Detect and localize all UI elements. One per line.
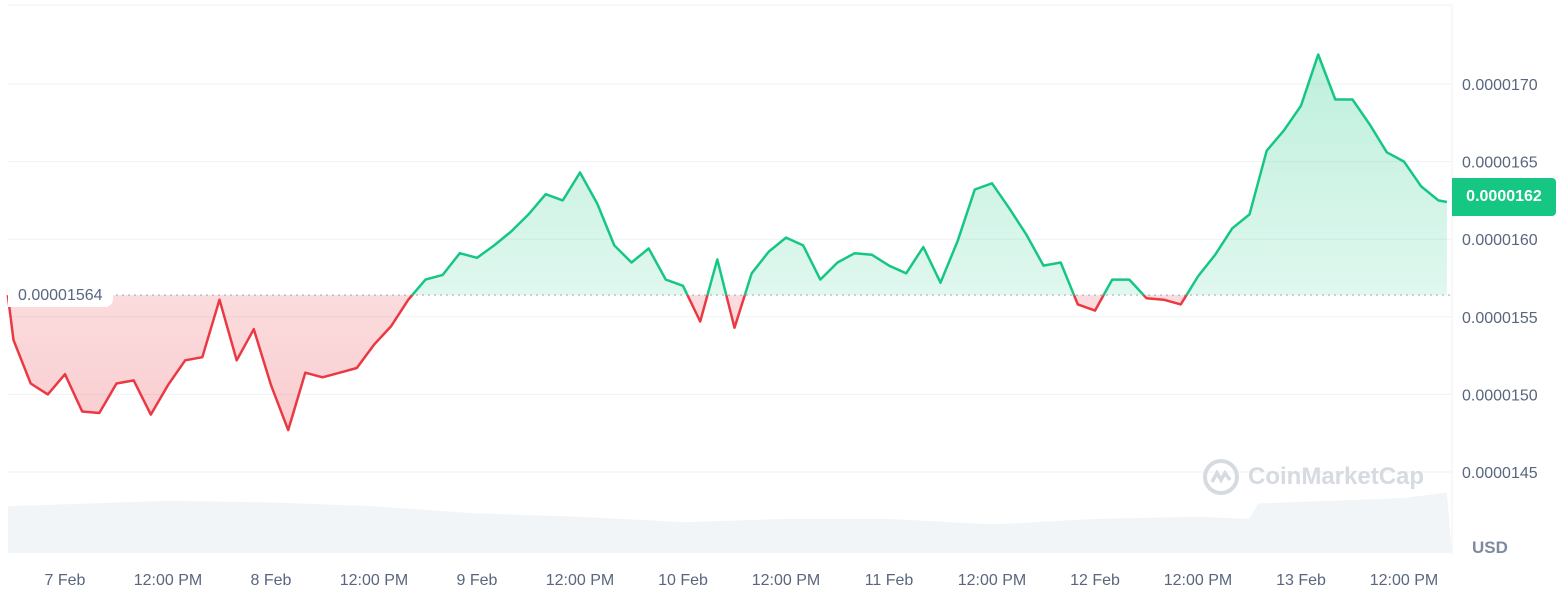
y-tick-label: 0.0000150 <box>1462 387 1538 404</box>
x-tick-label: 12:00 PM <box>958 572 1026 589</box>
x-tick-label: 12:00 PM <box>546 572 614 589</box>
watermark: CoinMarketCap <box>1202 458 1424 496</box>
x-tick-label: 10 Feb <box>658 572 708 589</box>
area-below-baseline <box>7 295 1447 431</box>
x-tick-label: 12:00 PM <box>1370 572 1438 589</box>
x-tick-label: 9 Feb <box>457 572 498 589</box>
price-line-up[interactable] <box>8 53 1448 431</box>
x-tick-label: 12 Feb <box>1070 572 1120 589</box>
baseline-label: 0.00001564 <box>8 285 113 307</box>
volume-area <box>8 492 1452 553</box>
watermark-text: CoinMarketCap <box>1248 463 1425 490</box>
area-above-baseline <box>412 54 1447 296</box>
y-tick-label: 0.0000170 <box>1462 77 1538 94</box>
y-tick-label: 0.0000160 <box>1462 232 1538 249</box>
x-tick-label: 12:00 PM <box>752 572 820 589</box>
x-tick-label: 13 Feb <box>1276 572 1326 589</box>
coinmarketcap-logo-icon <box>1203 459 1239 495</box>
x-tick-label: 12:00 PM <box>1164 572 1232 589</box>
x-tick-label: 12:00 PM <box>340 572 408 589</box>
x-tick-label: 8 Feb <box>251 572 292 589</box>
x-tick-label: 7 Feb <box>45 572 86 589</box>
y-tick-label: 0.0000145 <box>1462 465 1538 482</box>
x-tick-label: 12:00 PM <box>134 572 202 589</box>
y-tick-label: 0.0000155 <box>1462 310 1538 327</box>
price-line-down[interactable] <box>6 55 1447 432</box>
y-tick-label: 0.0000165 <box>1462 155 1538 172</box>
x-tick-label: 11 Feb <box>865 572 914 589</box>
currency-label: USD <box>1472 538 1508 557</box>
current-price-badge: 0.0000162 <box>1452 178 1556 216</box>
